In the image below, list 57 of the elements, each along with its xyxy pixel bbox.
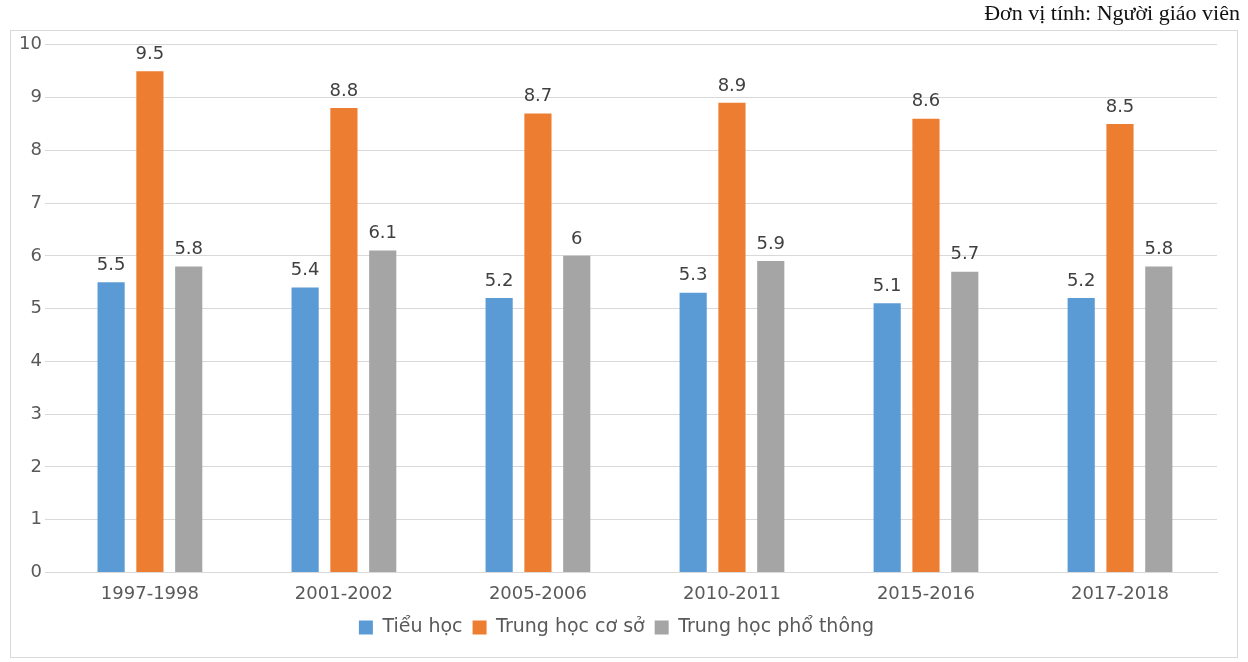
x-tick-label: 2005-2006 [488, 581, 588, 603]
bar [330, 108, 358, 572]
data-label: 5.3 [678, 263, 708, 285]
bar [679, 292, 707, 572]
bar [485, 298, 513, 572]
bar [524, 113, 552, 572]
data-label: 5.4 [290, 258, 320, 280]
bar [873, 303, 901, 572]
x-tick-label: 2015-2016 [876, 581, 976, 603]
data-label: 5.7 [950, 242, 980, 264]
y-tick-label: 0 [30, 560, 42, 582]
data-label: 6 [571, 226, 583, 248]
y-tick-label: 1 [30, 507, 42, 529]
x-tick-label: 2010-2011 [682, 581, 782, 603]
data-label: 9.5 [135, 41, 165, 63]
text: Đơn vị tính: Người giáo viên [984, 0, 1240, 26]
bar [912, 118, 940, 572]
legend-label: Trung học phổ thông [677, 614, 875, 637]
bar [951, 271, 979, 572]
bar [563, 255, 591, 572]
bar [1106, 123, 1134, 572]
bar [369, 250, 397, 572]
bar [175, 266, 203, 572]
data-label: 8.6 [911, 89, 941, 111]
bar [97, 282, 125, 572]
y-tick-label: 8 [30, 137, 42, 159]
data-label: 5.9 [756, 231, 786, 253]
data-label: 5.8 [1144, 237, 1174, 259]
y-tick-label: 3 [30, 401, 42, 423]
y-tick-label: 6 [30, 243, 42, 265]
y-tick-label: 2 [30, 454, 42, 476]
x-tick-label: 1997-1998 [100, 581, 199, 603]
data-label: 8.8 [329, 78, 359, 100]
data-label: 8.9 [717, 73, 747, 95]
bar [1145, 266, 1173, 572]
y-tick-label: 4 [30, 349, 42, 371]
y-tick-label: 7 [30, 190, 42, 212]
legend-label: Tiểu học [381, 614, 463, 637]
data-label: 5.2 [484, 268, 514, 290]
data-label: 6.1 [368, 221, 398, 243]
x-tick-label: 2017-2018 [1070, 581, 1170, 603]
data-label: 8.5 [1105, 94, 1135, 116]
data-label: 5.5 [96, 252, 126, 274]
data-label: 5.1 [872, 274, 902, 295]
bar [718, 102, 746, 572]
bar [136, 71, 164, 572]
data-label: 5.8 [174, 237, 204, 259]
legend-label: Trung học cơ sở [495, 614, 646, 637]
bar [757, 261, 785, 572]
y-tick-label: 5 [30, 296, 42, 318]
y-tick-label: 9 [30, 85, 42, 107]
y-tick-label: 10 [19, 32, 42, 54]
data-label: 8.7 [523, 84, 553, 106]
data-label: 5.2 [1066, 268, 1096, 290]
bar [291, 287, 319, 572]
x-tick-label: 2001-2002 [294, 581, 393, 603]
bar [1067, 298, 1095, 572]
